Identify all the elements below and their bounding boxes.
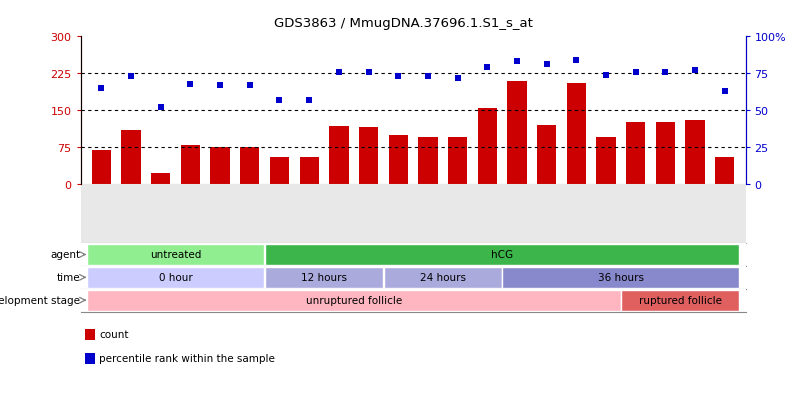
FancyBboxPatch shape [87, 244, 264, 266]
Point [688, 68, 701, 74]
Bar [596, 138, 616, 185]
Text: development stage: development stage [0, 295, 80, 306]
Bar [418, 138, 438, 185]
FancyBboxPatch shape [87, 290, 621, 311]
Point [184, 81, 197, 88]
Text: count: count [99, 330, 129, 339]
Text: time: time [56, 273, 80, 282]
Point [214, 83, 226, 89]
Point [718, 88, 731, 95]
FancyBboxPatch shape [621, 290, 739, 311]
Bar [122, 131, 141, 185]
Bar [240, 148, 260, 185]
FancyBboxPatch shape [502, 267, 739, 288]
Point [629, 69, 642, 76]
Bar [210, 148, 230, 185]
Text: unruptured follicle: unruptured follicle [305, 295, 402, 306]
Bar [181, 145, 200, 185]
Bar [507, 81, 526, 185]
Text: untreated: untreated [150, 250, 202, 260]
Point [510, 59, 523, 66]
Bar [448, 138, 467, 185]
FancyBboxPatch shape [265, 267, 383, 288]
Text: 12 hours: 12 hours [301, 273, 347, 282]
Point [332, 69, 345, 76]
Point [362, 69, 375, 76]
Text: hCG: hCG [491, 250, 513, 260]
Text: GDS3863 / MmugDNA.37696.1.S1_s_at: GDS3863 / MmugDNA.37696.1.S1_s_at [273, 17, 533, 29]
Bar [656, 123, 675, 185]
Text: agent: agent [50, 250, 80, 260]
Bar [478, 108, 497, 185]
Point [600, 72, 613, 79]
Point [125, 74, 138, 80]
Text: percentile rank within the sample: percentile rank within the sample [99, 354, 275, 363]
Text: 0 hour: 0 hour [159, 273, 193, 282]
Bar [537, 126, 556, 185]
Bar [270, 157, 289, 185]
Point [273, 97, 286, 104]
Bar [300, 157, 319, 185]
Bar [626, 123, 646, 185]
Point [570, 57, 583, 64]
Point [154, 104, 167, 111]
Bar [567, 84, 586, 185]
Point [422, 74, 434, 80]
Point [392, 74, 405, 80]
Bar [92, 150, 111, 185]
Text: 36 hours: 36 hours [598, 273, 644, 282]
Point [451, 75, 464, 82]
Point [659, 69, 672, 76]
Bar [359, 128, 378, 185]
Bar [715, 157, 734, 185]
Bar [329, 126, 348, 185]
Bar [388, 135, 408, 185]
Bar [685, 121, 704, 185]
Text: ruptured follicle: ruptured follicle [638, 295, 721, 306]
FancyBboxPatch shape [265, 244, 739, 266]
Point [540, 62, 553, 69]
Text: 24 hours: 24 hours [420, 273, 466, 282]
FancyBboxPatch shape [384, 267, 502, 288]
Point [303, 97, 316, 104]
Point [243, 83, 256, 89]
FancyBboxPatch shape [87, 267, 264, 288]
Point [481, 65, 494, 71]
Bar [151, 174, 170, 185]
Point [95, 85, 108, 92]
